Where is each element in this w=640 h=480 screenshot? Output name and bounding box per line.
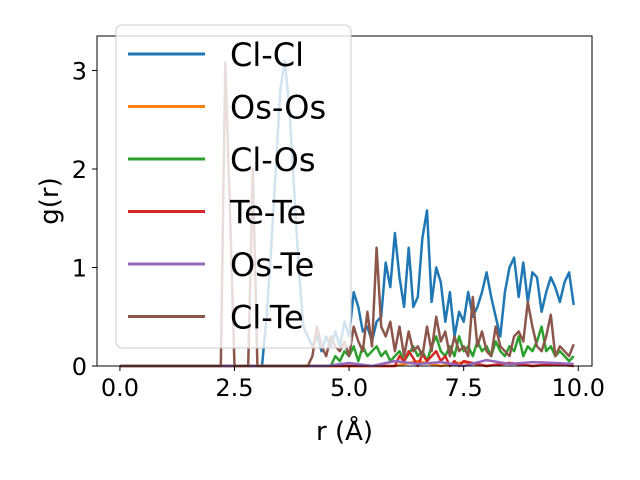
- x-tick-label: 0.0: [101, 374, 139, 402]
- legend-label-cl-os: Cl-Os: [230, 141, 316, 179]
- legend-label-os-os: Os-Os: [230, 89, 326, 127]
- y-tick-label: 2: [72, 156, 87, 184]
- legend: Cl-Cl Os-Os Cl-Os Te-Te Os-Te Cl-Te: [115, 24, 352, 349]
- legend-label-te-te: Te-Te: [229, 194, 306, 232]
- y-tick-label: 1: [72, 254, 87, 282]
- y-axis-label: g(r): [35, 177, 65, 224]
- series-line-cl-os: [119, 325, 575, 368]
- x-axis: 0.0 2.5 5.0 7.5 10.0: [101, 366, 605, 402]
- x-tick-label: 7.5: [445, 374, 483, 402]
- series-line-os-te: [119, 358, 574, 368]
- x-axis-label: r (Å): [316, 415, 373, 447]
- y-axis: 0 1 2 3: [72, 57, 97, 381]
- legend-label-cl-te: Cl-Te: [230, 299, 304, 337]
- y-tick-label: 3: [72, 57, 87, 85]
- x-tick-label: 2.5: [215, 374, 253, 402]
- series-line-te-te: [119, 349, 574, 368]
- legend-label-cl-cl: Cl-Cl: [230, 36, 304, 74]
- legend-label-os-te: Os-Te: [230, 246, 314, 284]
- x-tick-label: 5.0: [330, 374, 368, 402]
- y-tick-label: 0: [72, 353, 87, 381]
- x-tick-label: 10.0: [552, 374, 605, 402]
